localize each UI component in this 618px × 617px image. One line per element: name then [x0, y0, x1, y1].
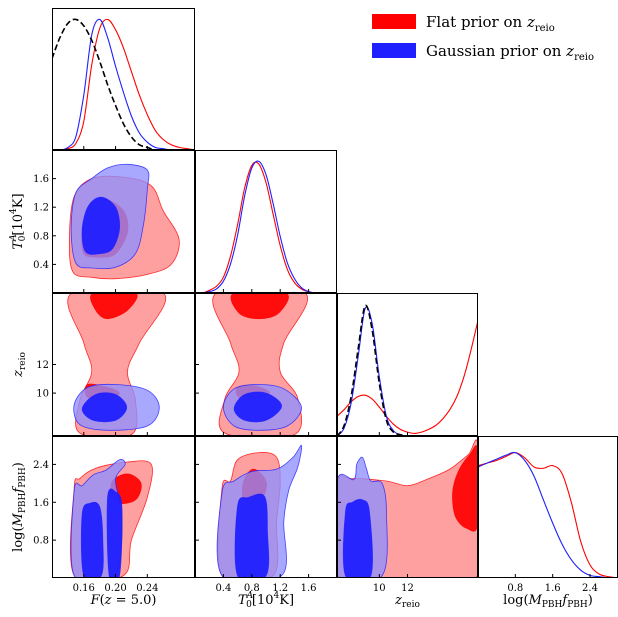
- marginal-curve-3-0: [478, 452, 618, 578]
- x-tick-label-3-2: 2.4: [582, 583, 598, 594]
- y-tick-label-1-0: 0.4: [33, 260, 49, 271]
- x-tick-label-2-0: 10: [373, 583, 386, 594]
- y-tick-label-1-1: 0.8: [33, 231, 49, 242]
- x-tick-label-0-1: 0.20: [104, 583, 126, 594]
- contour-region-3-1-3: [234, 493, 270, 578]
- y-tick-label-3-0: 0.8: [33, 536, 49, 547]
- marginal-curve-0-0: [52, 18, 195, 150]
- marginal-curve-2-0: [337, 320, 478, 434]
- contour-panel-1-0: [68, 163, 180, 280]
- panel-frame-3-1: [195, 436, 337, 578]
- panel-frame-2-2: [337, 293, 478, 436]
- x-axis-label-1: TA 0[104K]: [238, 591, 294, 610]
- contour-region-1-0-3: [81, 196, 121, 255]
- x-tick-label-3-0: 0.8: [507, 583, 523, 594]
- x-tick-label-0-2: 0.24: [136, 583, 158, 594]
- contour-region-3-2-3: [342, 498, 373, 578]
- contour-region-2-0-4: [81, 392, 128, 423]
- marginal-panel-3: [478, 451, 618, 578]
- y-axis-label-2: zreio: [11, 352, 28, 378]
- x-axis-label-2: zreio: [394, 593, 420, 610]
- legend-label-0: Flat prior on zreio: [426, 13, 555, 34]
- contour-panel-2-0: [67, 293, 166, 436]
- legend-swatch-1: [372, 43, 416, 58]
- panel-frame-0-0: [52, 8, 195, 150]
- legend-swatch-0: [372, 14, 416, 29]
- x-tick-label-1-3: 1.6: [301, 583, 317, 594]
- contour-region-2-1-4: [233, 391, 283, 423]
- y-axis-label-1: TA0[104K]: [9, 193, 28, 249]
- contour-region-3-2-1: [452, 445, 478, 532]
- y-tick-label-2-1: 12: [36, 360, 49, 371]
- y-tick-label-2-0: 10: [36, 389, 49, 400]
- marginal-curve-0-2: [52, 18, 195, 150]
- marginal-curve-1-0: [195, 161, 337, 293]
- x-tick-label-0-0: 0.16: [73, 583, 95, 594]
- contour-region-3-0-3: [80, 501, 104, 578]
- y-tick-label-3-1: 1.6: [33, 498, 49, 509]
- x-tick-label-3-1: 1.6: [545, 583, 561, 594]
- marginal-curve-0-1: [52, 18, 195, 150]
- x-axis-label-0: F(z = 5.0): [90, 593, 157, 608]
- marginal-curve-3-1: [478, 451, 618, 578]
- x-tick-label-2-1: 12: [401, 583, 414, 594]
- panel-frame-1-0: [52, 150, 195, 293]
- legend: Flat prior on zreio Gaussian prior on zre…: [372, 13, 594, 63]
- axes-layer: 0.16 0.20 0.24 0.4 0.8 1.2 1.6 10 12 0.8 1.6 2.4 0.4…: [9, 8, 618, 610]
- contour-region-2-0-1: [90, 293, 138, 320]
- panel-frame-3-0: [52, 436, 195, 578]
- marginal-curve-2-2: [337, 304, 478, 436]
- panel-frame-1-1: [195, 150, 337, 293]
- x-tick-label-1-2: 1.2: [272, 583, 288, 594]
- marginal-panel-2: [337, 304, 478, 436]
- y-tick-label-1-3: 1.6: [33, 174, 49, 185]
- y-tick-label-1-2: 1.2: [33, 203, 49, 214]
- contour-region-3-0-4: [106, 488, 123, 578]
- y-tick-label-3-2: 2.4: [33, 460, 49, 471]
- panels-layer: [52, 18, 618, 578]
- x-tick-label-1-1: 0.8: [244, 583, 260, 594]
- legend-label-1: Gaussian prior on zreio: [426, 42, 594, 63]
- marginal-curve-2-1: [337, 306, 478, 436]
- x-tick-label-1-0: 0.4: [215, 583, 231, 594]
- y-axis-label-3: log(MPBHfPBH): [11, 462, 28, 552]
- marginal-panel-1: [195, 160, 337, 293]
- x-axis-label-3: log(MPBHfPBH): [503, 593, 593, 610]
- contour-panel-3-1: [216, 444, 303, 578]
- contour-panel-3-0: [69, 459, 153, 578]
- contour-panel-2-1: [212, 293, 308, 436]
- contour-panel-3-2: [337, 439, 478, 578]
- marginal-panel-0: [52, 18, 195, 150]
- contour-region-2-1-1: [230, 293, 289, 320]
